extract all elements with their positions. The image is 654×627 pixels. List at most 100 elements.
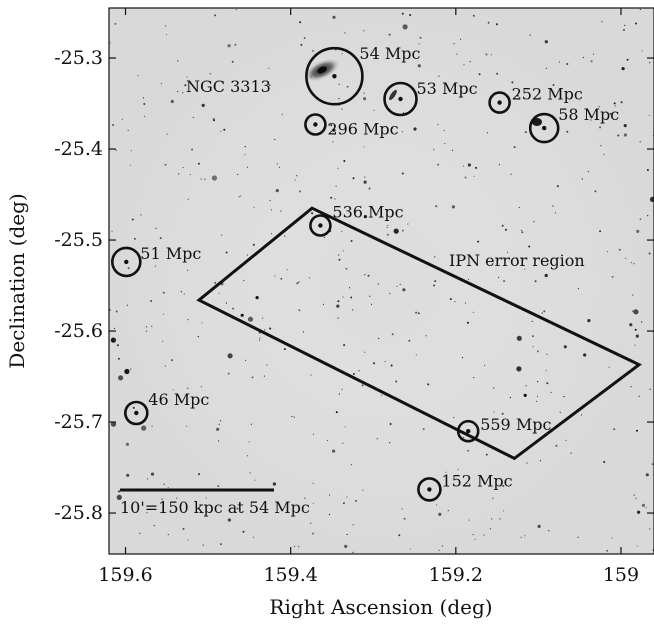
star	[563, 396, 565, 398]
star	[583, 353, 587, 357]
star	[629, 323, 633, 327]
star	[337, 300, 340, 303]
star	[419, 36, 422, 39]
star	[250, 423, 252, 425]
galaxy-marker-circle-296-mpc	[304, 113, 327, 136]
star	[554, 212, 557, 214]
star	[445, 471, 447, 473]
star	[225, 251, 228, 254]
galaxy-source-58-mpc	[542, 125, 547, 131]
star	[151, 425, 153, 427]
star	[488, 21, 490, 23]
star	[312, 532, 314, 535]
star	[271, 209, 273, 211]
star	[587, 319, 591, 323]
star	[117, 357, 120, 360]
star	[390, 364, 393, 367]
star	[649, 528, 651, 530]
star	[364, 351, 366, 353]
star	[418, 43, 420, 45]
star	[238, 196, 240, 198]
star	[363, 97, 367, 101]
star	[125, 442, 129, 446]
star	[344, 32, 346, 34]
star	[218, 440, 220, 442]
y-tick-label: -25.8	[54, 502, 103, 524]
star	[536, 395, 539, 397]
star	[592, 53, 595, 55]
star	[649, 388, 651, 390]
x-tick-label: 159.4	[263, 564, 317, 586]
star	[472, 533, 474, 536]
y-tick-label: -25.3	[54, 47, 103, 69]
star	[342, 250, 344, 252]
star	[170, 99, 174, 104]
star	[634, 328, 637, 331]
star	[460, 38, 462, 40]
star	[144, 115, 146, 117]
star	[234, 43, 237, 46]
star	[162, 340, 164, 343]
star	[464, 176, 467, 179]
galaxy-58-image	[532, 118, 542, 126]
star	[486, 132, 489, 134]
star	[456, 53, 458, 55]
star	[187, 198, 189, 200]
star	[632, 294, 634, 296]
star	[552, 205, 554, 207]
star	[333, 126, 335, 128]
star	[352, 524, 354, 526]
sky-image-vignette	[109, 8, 654, 554]
star	[566, 130, 569, 133]
star	[457, 468, 459, 470]
star	[485, 53, 488, 56]
galaxy-marker-circle-54-mpc	[305, 46, 364, 106]
star	[350, 464, 352, 466]
star	[350, 124, 352, 126]
star	[513, 146, 516, 149]
star	[436, 504, 438, 506]
star	[389, 423, 392, 425]
star	[310, 374, 312, 376]
star	[636, 229, 640, 233]
star	[373, 362, 375, 365]
star	[111, 230, 113, 232]
star	[139, 532, 141, 534]
galaxy-distance-label-58-mpc: 58 Mpc	[558, 105, 619, 124]
star	[466, 321, 469, 324]
star	[165, 25, 167, 27]
star	[218, 423, 220, 425]
star	[336, 304, 340, 308]
star	[502, 485, 505, 487]
star	[293, 416, 295, 418]
star	[449, 298, 452, 301]
star	[147, 478, 149, 480]
star	[461, 357, 464, 359]
star	[516, 94, 519, 97]
star	[401, 12, 404, 15]
star	[118, 375, 124, 381]
star	[541, 312, 543, 314]
star	[141, 425, 147, 431]
star	[296, 282, 299, 285]
star	[201, 103, 205, 107]
star	[582, 56, 584, 59]
star	[536, 400, 538, 402]
elongated-galaxy-image	[389, 89, 542, 126]
star	[164, 365, 166, 367]
x-tick-label: 159.6	[98, 564, 152, 586]
galaxy-distance-label-54-mpc: 54 Mpc	[359, 44, 420, 63]
star	[401, 172, 404, 175]
star	[630, 262, 632, 264]
star	[335, 185, 337, 187]
star	[186, 76, 188, 78]
galaxy-source-51-mpc	[124, 259, 129, 265]
star	[349, 287, 351, 289]
star	[473, 175, 475, 177]
star	[425, 335, 427, 337]
star	[496, 72, 499, 75]
y-tick-label: -25.5	[54, 229, 103, 251]
star	[130, 368, 132, 370]
star	[197, 162, 200, 165]
star	[427, 383, 430, 386]
